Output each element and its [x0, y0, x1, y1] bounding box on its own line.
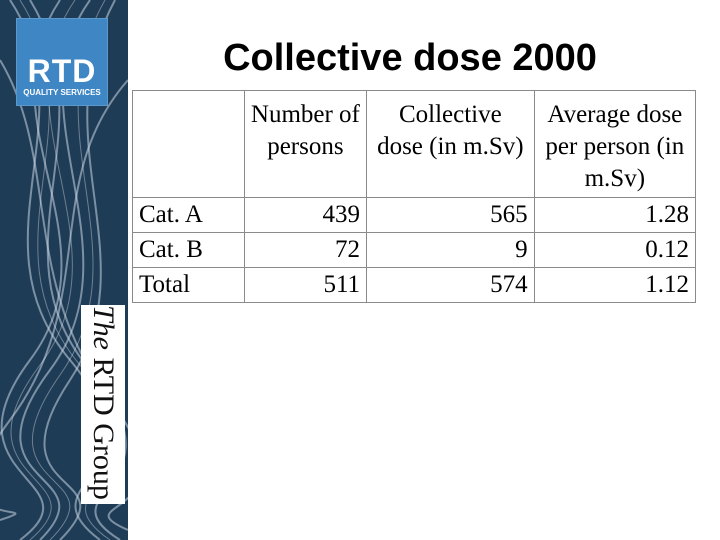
- brand-sidebar: RTD QUALITY SERVICES: [0, 0, 128, 540]
- row-label: Cat. B: [132, 232, 245, 268]
- logo-subtext: QUALITY SERVICES: [23, 88, 101, 97]
- row-label: Cat. A: [132, 197, 245, 233]
- cell-collective: 9: [366, 232, 535, 268]
- cell-persons: 72: [243, 232, 368, 268]
- header-average-dose: Average dose per person (in m.Sv): [533, 90, 697, 198]
- header-empty: [132, 90, 245, 198]
- header-persons: Number of persons: [243, 90, 368, 198]
- logo-text: RTD: [27, 53, 97, 89]
- cell-persons: 439: [243, 197, 368, 233]
- cell-average: 1.28: [533, 197, 697, 233]
- rtd-logo: RTD QUALITY SERVICES: [16, 18, 108, 106]
- table-row: Total 511 574 1.12: [132, 267, 697, 303]
- brand-name: RTD Group: [87, 350, 120, 500]
- brand-prefix: The: [87, 305, 120, 350]
- table-row: Cat. A 439 565 1.28: [132, 197, 697, 233]
- cell-average: 0.12: [533, 232, 697, 268]
- cell-collective: 565: [366, 197, 535, 233]
- header-collective-dose: Collective dose (in m.Sv): [366, 90, 535, 198]
- vertical-brand-label: The RTD Group: [80, 305, 125, 525]
- cell-persons: 511: [243, 267, 368, 303]
- cell-collective: 574: [366, 267, 535, 303]
- cell-average: 1.12: [533, 267, 697, 303]
- row-label: Total: [132, 267, 245, 303]
- dose-table: Number of persons Collective dose (in m.…: [132, 90, 697, 303]
- slide-title: Collective dose 2000: [223, 37, 597, 79]
- table-row: Cat. B 72 9 0.12: [132, 232, 697, 268]
- header-row: Number of persons Collective dose (in m.…: [132, 90, 697, 198]
